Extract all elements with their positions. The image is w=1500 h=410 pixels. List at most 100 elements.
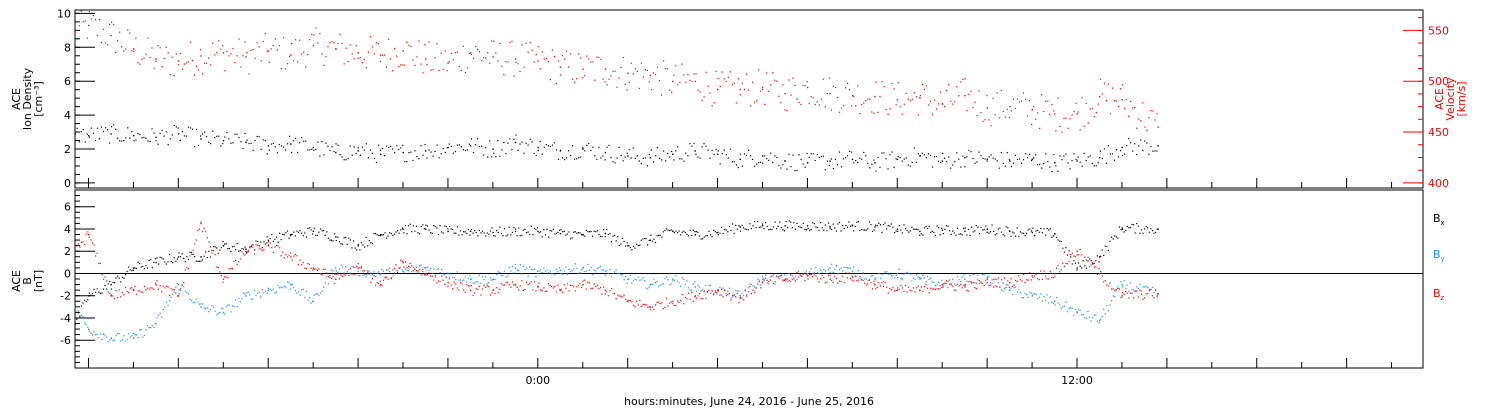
velocity-series-sample	[456, 51, 458, 53]
bz-series-sample	[1030, 279, 1032, 281]
bz-series-sample	[824, 282, 826, 284]
bz-series-sample	[236, 263, 238, 266]
bx-series-sample	[750, 227, 753, 230]
bz-series-sample	[580, 286, 583, 289]
density-series-sample	[264, 140, 266, 142]
bx-series-sample	[879, 224, 882, 226]
bz-series-sample	[1073, 255, 1075, 257]
by-series-sample	[1048, 302, 1050, 304]
bz-series-sample	[255, 244, 257, 246]
bx-series-sample	[332, 240, 334, 242]
bx-series-sample	[1125, 229, 1127, 232]
density-series-point	[290, 143, 292, 145]
density-series-sample	[539, 140, 541, 143]
velocity-series-point	[1076, 113, 1078, 115]
bx-series-sample	[1142, 232, 1144, 234]
density-series	[74, 124, 1159, 173]
density-series-sample	[1124, 153, 1126, 155]
density-series-sample	[885, 158, 887, 160]
density-series-sample	[535, 154, 537, 157]
velocity-ytick-label: 450	[1428, 126, 1449, 139]
bx-series-sample	[794, 228, 797, 230]
density-series-sample	[416, 156, 418, 158]
velocity-series-sample	[915, 96, 917, 98]
by-series-sample	[1029, 291, 1031, 293]
velocity-series-sample	[996, 92, 998, 94]
density-series-sample	[642, 157, 644, 159]
bx-series-sample	[79, 315, 81, 317]
by-series-sample	[323, 286, 325, 288]
density-series-sample	[483, 154, 485, 156]
velocity-series-sample	[620, 66, 622, 69]
density-series-sample	[199, 135, 202, 137]
by-series-sample	[563, 270, 565, 272]
velocity-series-sample	[531, 49, 533, 51]
bx-series-sample	[425, 224, 427, 226]
bx-series-sample	[1057, 239, 1059, 241]
bx-series-sample	[82, 302, 84, 304]
bx-series-sample	[603, 229, 605, 231]
density-series-sample	[788, 153, 790, 155]
bz-series-sample	[214, 254, 216, 256]
bx-series-sample	[310, 229, 312, 231]
by-series-sample	[724, 289, 726, 291]
velocity-series-sample	[820, 98, 822, 100]
bx-series-sample	[345, 236, 347, 239]
bx-series-sample	[576, 232, 578, 234]
bx-series-sample	[670, 229, 672, 231]
by-series-sample	[212, 306, 215, 308]
velocity-series-sample	[420, 63, 422, 65]
bz-series-sample	[458, 289, 460, 291]
bx-series-sample	[560, 229, 562, 231]
by-series-sample	[632, 280, 635, 282]
velocity-series-sample	[357, 57, 359, 59]
by-series-sample	[956, 275, 959, 277]
velocity-ytick-label: 550	[1428, 24, 1449, 37]
bx-series-sample	[367, 245, 369, 247]
bz-series-sample	[263, 249, 265, 251]
velocity-series-sample	[78, 24, 80, 27]
velocity-series-sample	[92, 14, 94, 17]
bz-series-sample	[752, 289, 754, 291]
by-series-sample	[994, 285, 996, 287]
velocity-series-sample	[925, 85, 928, 87]
bz-series-sample	[348, 274, 350, 276]
velocity-series-sample	[1016, 98, 1019, 100]
by-series-sample	[947, 287, 949, 289]
bz-series-sample	[978, 280, 981, 282]
velocity-series-sample	[282, 37, 285, 39]
by-series-sample	[382, 270, 385, 272]
bz-series-point	[312, 267, 315, 269]
bx-series-sample	[203, 255, 205, 257]
density-series-sample	[669, 156, 671, 158]
density-series-sample	[606, 146, 608, 148]
by-series-sample	[494, 278, 496, 281]
by-series-sample	[530, 268, 532, 270]
velocity-series-sample	[1115, 100, 1118, 102]
velocity-series-sample	[422, 72, 424, 74]
by-series-sample	[1013, 287, 1015, 289]
bz-series-sample	[769, 279, 771, 281]
velocity-series-sample	[658, 80, 661, 82]
bx-series-sample	[80, 305, 83, 307]
by-series-sample	[827, 269, 830, 271]
velocity-series-sample	[642, 76, 644, 78]
bz-series-sample	[658, 301, 660, 303]
by-series-sample	[522, 265, 525, 268]
by-series-sample	[150, 327, 152, 329]
bx-series-sample	[1096, 255, 1099, 257]
velocity-series-sample	[859, 113, 861, 115]
density-series-sample	[195, 128, 198, 131]
bz-series-sample	[346, 272, 348, 274]
bx-series-sample	[275, 236, 278, 238]
bx-series-sample	[214, 246, 216, 248]
velocity-series-sample	[385, 66, 388, 68]
by-series-sample	[566, 273, 569, 275]
by-series-sample	[1033, 292, 1036, 295]
density-series-sample	[596, 158, 598, 160]
velocity-ytick-label: 500	[1428, 75, 1449, 88]
by-series-sample	[1145, 285, 1147, 287]
bz-series-sample	[1022, 273, 1025, 275]
bz-series-sample	[172, 289, 174, 291]
